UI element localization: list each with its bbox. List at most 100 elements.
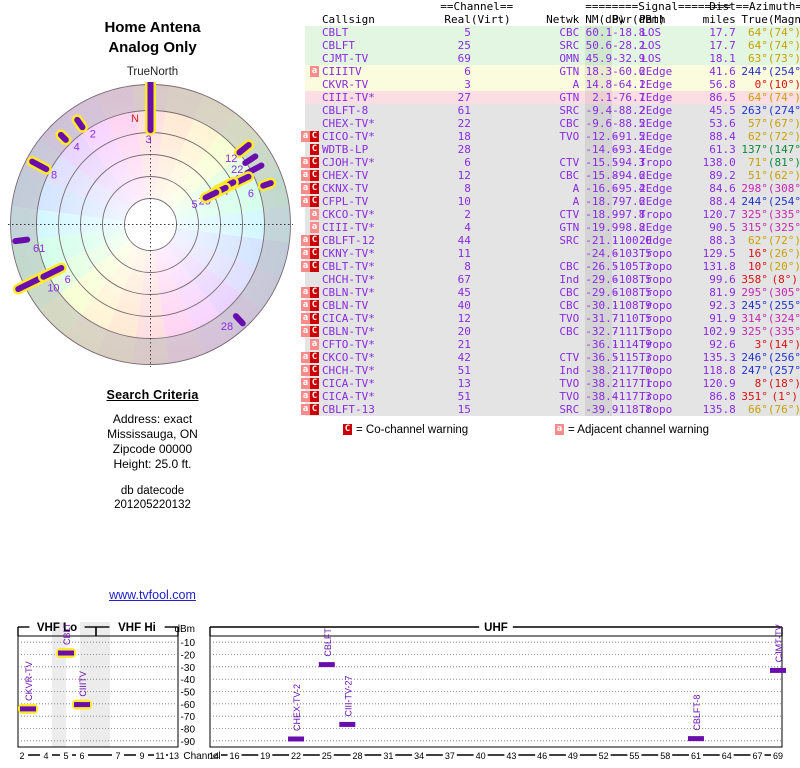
col-header-nm[interactable]: NM(dB) — [585, 13, 625, 26]
cell-distance-miles: 88.4 — [666, 130, 736, 143]
table-row[interactable]: a CIII-TV* 4 GTN -19.9 -98.8 2Edge 90.5 315° (325… — [305, 221, 800, 234]
report-title-block: Home Antena Analog Only — [0, 18, 305, 58]
signal-analysis-table: ==Channel== ========Signal======== Dist … — [300, 0, 800, 416]
table-row[interactable]: CBLT 5 CBC 60.1 -18.8 LOS 17.7 64° (74°) — [305, 26, 800, 39]
spectrum-bar[interactable] — [770, 667, 786, 673]
table-row[interactable]: a C CJOH-TV* 6 CTV -15.5 -94.3 Tropo 138.0 71° (81… — [300, 156, 800, 169]
cell-noise-margin: 18.3 — [585, 65, 613, 78]
table-row[interactable]: a C CBLFT-13 15 SRC -39.9 -118.8 Tropo 135.8 66°(… — [300, 403, 800, 416]
table-row[interactable]: a C CBLN-TV 40 CBC -30.1 -108.9 Tropo 92.3 245° (2… — [300, 299, 800, 312]
polar-station-marker[interactable] — [57, 131, 69, 143]
cell-azimuth-magnetic: (274°) — [767, 104, 800, 117]
polar-station-marker[interactable] — [12, 236, 31, 245]
table-row[interactable]: a C CBLT-TV* 8 CBC -26.5 -105.3 Tropo 131.8 10° (2… — [300, 260, 800, 273]
co-channel-warning-icon: C — [309, 157, 319, 168]
cell-real-channel: 15 — [440, 403, 471, 416]
polar-station-marker[interactable] — [29, 158, 50, 173]
spectrum-bar[interactable] — [339, 721, 356, 727]
polar-station-marker[interactable] — [74, 116, 86, 131]
table-row[interactable]: a C CICA-TV* 13 TVO -38.2 -117.1 Tropo 120.9 8° (1… — [300, 377, 800, 390]
col-header-magn[interactable]: (Magn) — [767, 13, 800, 26]
cell-azimuth-true: 246° — [735, 351, 768, 364]
table-row[interactable]: a C CKCO-TV* 42 CTV -36.5 -115.3 Tropo 135.3 246°… — [300, 351, 800, 364]
cell-noise-margin: -18.7 — [585, 195, 619, 208]
col-header-pwr[interactable]: Pwr(dBm) — [612, 13, 666, 26]
table-row[interactable]: a C CBLN-TV* 20 CBC -32.7 -111.5 Tropo 102.9 325°… — [300, 325, 800, 338]
cell-virtual-channel — [470, 104, 502, 117]
co-channel-warning-icon: C — [309, 170, 319, 181]
co-channel-warning-icon: C — [309, 248, 319, 259]
col-header-virt[interactable]: (Virt) — [470, 13, 511, 26]
table-row[interactable]: CIII-TV* 27 GTN 2.1 -76.7 1Edge 86.5 64° (74°) — [305, 91, 800, 104]
col-header-callsign[interactable]: Callsign — [321, 13, 375, 26]
cell-noise-margin: -9.4 — [585, 104, 613, 117]
table-row[interactable]: a C CBLFT-12 44 SRC -21.1 -100.0 2Edge 88.3 62° (7… — [300, 234, 800, 247]
table-row[interactable]: a C CHEX-TV 12 CBC -15.8 -94.6 2Edge 89.2 51° (62°… — [300, 169, 800, 182]
cell-network: OMN — [501, 52, 586, 65]
x-axis-tick-label: 69 — [773, 751, 783, 761]
table-row[interactable]: a CFTO-TV* 21 -36.1 -114.9 Tropo 92.6 3° (14°) — [305, 338, 800, 351]
tvfool-website-link[interactable]: www.tvfool.com — [109, 588, 196, 602]
cell-azimuth-true: 298° — [735, 182, 768, 195]
table-row[interactable]: CBLFT 25 SRC 50.6 -28.2 LOS 17.7 64° (74°) — [305, 39, 800, 52]
cell-power-dbm: -111.5 — [612, 325, 652, 338]
polar-station-marker[interactable] — [202, 189, 220, 201]
y-axis-tick-label: -80 — [181, 725, 196, 736]
cell-azimuth-true: 3° — [735, 338, 768, 351]
col-header-true[interactable]: True — [741, 13, 768, 26]
table-row[interactable]: CHEX-TV* 22 CBC -9.6 -88.5 2Edge 53.6 57° (67°) — [305, 117, 800, 130]
col-header-path[interactable]: Path — [639, 13, 666, 26]
polar-radar-plot: N 3248611062812221827692556 — [8, 82, 293, 367]
cell-distance-miles: 135.8 — [666, 403, 736, 416]
table-row[interactable]: a C CKNY-TV* 11 -24.6 -103.5 Tropo 129.5 16° (26°… — [300, 247, 800, 260]
table-row[interactable]: a C CFPL-TV 10 A -18.7 -97.6 2Edge 88.4 244° (254°… — [300, 195, 800, 208]
table-row[interactable]: a C CICA-TV* 51 TVO -38.4 -117.3 Tropo 86.8 351°(… — [300, 390, 800, 403]
table-row[interactable]: a C CBLN-TV* 45 CBC -29.6 -108.5 Tropo 81.9 295°(… — [300, 286, 800, 299]
x-axis-tick-label: 11 — [155, 751, 164, 761]
cell-noise-margin: -32.7 — [585, 325, 619, 338]
table-row[interactable]: a C CICA-TV* 12 TVO -31.7 -110.5 Tropo 91.9 314°(… — [300, 312, 800, 325]
cell-distance-miles: 120.7 — [666, 208, 736, 221]
table-row[interactable]: a C CHCH-TV* 51 Ind -38.2 -117.0 Tropo 118.8 247°… — [300, 364, 800, 377]
cell-noise-margin: 60.1 — [585, 26, 613, 39]
x-tick-label-bg — [381, 751, 396, 762]
spectrum-bar[interactable] — [74, 702, 90, 708]
col-header-miles[interactable]: miles — [702, 13, 736, 26]
spectrum-bar[interactable] — [288, 736, 305, 742]
spectrum-bar[interactable] — [687, 736, 704, 742]
cell-virtual-channel — [470, 91, 502, 104]
x-tick-label-bg — [136, 751, 148, 762]
table-row[interactable]: CJMT-TV 69 OMN 45.9 -32.9 LOS 18.1 63° (73°) — [305, 52, 800, 65]
table-row[interactable]: a C CICO-TV* 18 TVO -12.6 -91.5 2Edge 88.4 62° (72… — [300, 130, 800, 143]
spectrum-bar[interactable] — [58, 650, 74, 656]
table-row[interactable]: CKVR-TV 3 A 14.8 -64.1 2Edge 56.8 0° (10°) — [305, 78, 800, 91]
cell-power-dbm: -76.7 — [612, 91, 646, 104]
col-header-real[interactable]: Real — [444, 13, 471, 26]
polar-station-marker[interactable] — [260, 180, 274, 189]
polar-station-marker[interactable] — [242, 153, 259, 166]
cell-power-dbm: -94.6 — [612, 169, 646, 182]
search-criteria-height: Height: 25.0 ft. — [113, 457, 192, 471]
spectrum-bar[interactable] — [318, 662, 335, 668]
cell-noise-margin: 2.1 — [585, 91, 613, 104]
spectrum-bar[interactable] — [20, 706, 36, 712]
cell-noise-margin: -15.5 — [585, 156, 619, 169]
x-axis-tick-label: 43 — [506, 751, 516, 761]
polar-station-marker[interactable] — [232, 313, 246, 327]
table-row[interactable]: a CKCO-TV* 2 CTV -18.9 -97.8 Tropo 120.7 325° (33… — [305, 208, 800, 221]
adjacent-warning-icon: a — [300, 170, 310, 181]
table-row[interactable]: CHCH-TV* 67 Ind -29.6 -108.5 Tropo 99.6 358° (8°… — [305, 273, 800, 286]
group-header-blank2 — [502, 0, 586, 13]
polar-station-marker[interactable] — [236, 141, 252, 156]
polar-station-marker[interactable] — [40, 264, 65, 280]
cell-callsign: CICO-TV* — [318, 130, 441, 143]
col-header-netwk[interactable]: Netwk — [546, 13, 580, 26]
cell-real-channel: 44 — [440, 234, 471, 247]
